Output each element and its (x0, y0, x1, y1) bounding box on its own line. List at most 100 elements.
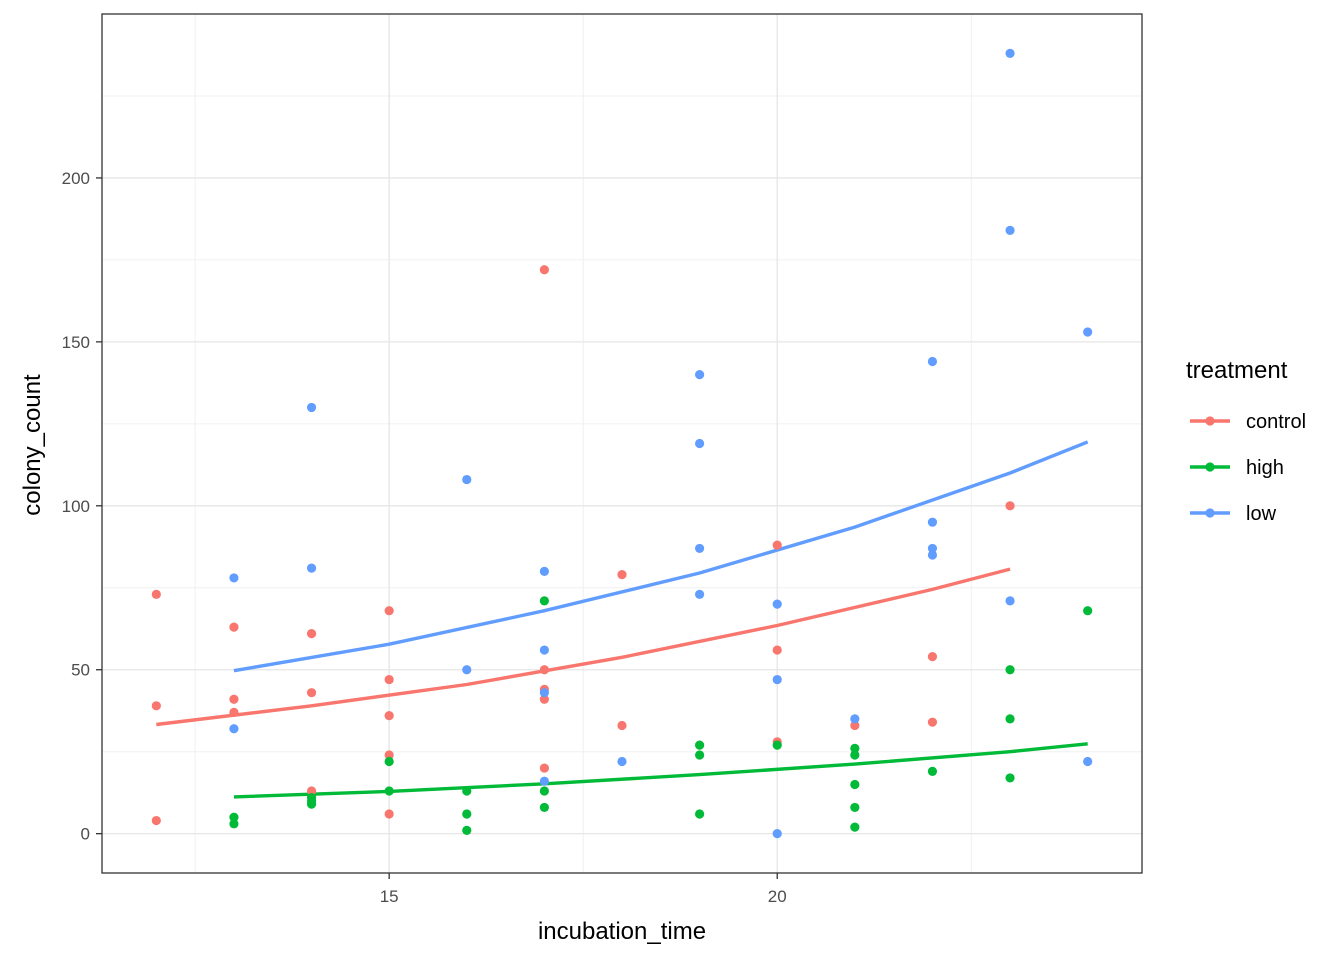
point-control (850, 720, 860, 731)
point-control (306, 688, 317, 698)
point-high (462, 786, 472, 796)
point-low (539, 688, 549, 698)
point-low (539, 645, 549, 655)
y-axis-title: colony_count (19, 374, 46, 516)
point-low (1005, 596, 1015, 606)
data-points (151, 48, 1093, 839)
point-low (695, 438, 705, 449)
y-tick-label: 100 (62, 497, 90, 516)
point-low (850, 714, 860, 724)
point-control (1005, 501, 1015, 511)
point-control (229, 707, 239, 717)
point-low (306, 402, 317, 413)
point-control (151, 815, 161, 826)
point-control (229, 622, 239, 632)
point-high (229, 812, 239, 822)
point-low (772, 829, 782, 839)
legend: treatment control high low (1186, 357, 1306, 525)
point-low (772, 674, 782, 685)
point-high (1083, 606, 1093, 616)
point-low (1083, 327, 1093, 337)
fit-line-control (156, 567, 1011, 727)
point-high (695, 740, 705, 750)
point-high (229, 819, 239, 829)
point-control (229, 694, 239, 704)
point-high (850, 750, 860, 760)
point-high (850, 822, 860, 832)
point-low (306, 563, 317, 573)
point-low (617, 756, 627, 767)
point-low (539, 566, 549, 576)
point-control (306, 786, 317, 796)
point-control (151, 589, 161, 599)
point-low (229, 573, 239, 583)
point-control (539, 694, 549, 704)
legend-key-point (1205, 508, 1215, 518)
point-high (1005, 714, 1015, 724)
point-control (539, 665, 549, 675)
point-low (229, 724, 239, 734)
point-low (695, 370, 705, 380)
legend-title: treatment (1186, 357, 1288, 384)
point-high (850, 802, 860, 813)
x-tick-label: 15 (380, 887, 399, 906)
point-low (462, 665, 472, 675)
legend-key-point (1205, 416, 1215, 426)
legend-label: high (1246, 457, 1284, 479)
y-tick-label: 200 (62, 169, 90, 188)
point-low (1083, 756, 1093, 767)
x-axis-title: incubation_time (538, 918, 706, 945)
point-low (772, 599, 782, 609)
point-high (695, 809, 705, 819)
point-low (1005, 48, 1015, 58)
y-axis: 0 50 100 150 200 (62, 169, 102, 844)
point-high (850, 743, 860, 754)
point-low (1005, 225, 1015, 235)
point-high (927, 766, 938, 776)
point-control (927, 717, 938, 727)
legend-label: control (1246, 411, 1306, 433)
panel-border (101, 13, 1143, 874)
point-control (927, 652, 938, 662)
point-control (772, 645, 782, 655)
point-high (1005, 665, 1015, 675)
point-high (539, 786, 549, 796)
legend-key-point (1205, 462, 1215, 472)
point-control (539, 763, 549, 773)
point-control (384, 809, 394, 819)
point-high (462, 809, 472, 819)
point-low (927, 356, 938, 367)
point-low (927, 550, 938, 560)
legend-item-low: low (1190, 503, 1277, 525)
point-low (927, 543, 938, 554)
point-control (151, 701, 161, 711)
point-control (617, 720, 627, 731)
x-axis: 15 20 (380, 873, 787, 906)
point-control (384, 711, 394, 721)
point-high (539, 802, 549, 813)
legend-label: low (1246, 503, 1277, 525)
point-low (695, 543, 705, 554)
point-high (539, 596, 549, 606)
point-high (384, 786, 394, 796)
point-control (384, 750, 394, 760)
point-control (384, 674, 394, 685)
grid-major (102, 14, 1142, 873)
point-control (539, 265, 549, 275)
point-control (384, 606, 394, 616)
point-high (462, 825, 472, 835)
point-low (539, 776, 549, 786)
y-tick-label: 50 (71, 661, 90, 680)
point-control (772, 540, 782, 550)
point-low (462, 474, 472, 485)
fit-line-low (233, 440, 1089, 673)
point-high (850, 779, 860, 790)
point-high (772, 740, 782, 750)
legend-item-control: control (1190, 411, 1306, 433)
point-high (695, 750, 705, 760)
x-tick-label: 20 (768, 887, 787, 906)
y-tick-label: 150 (62, 333, 90, 352)
point-high (384, 756, 394, 767)
